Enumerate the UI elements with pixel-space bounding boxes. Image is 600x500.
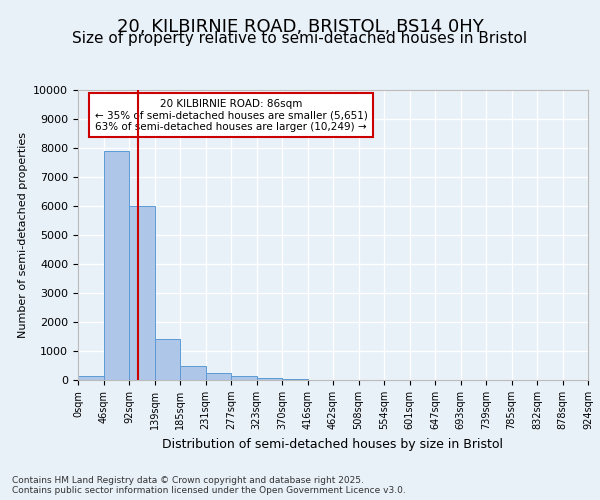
Y-axis label: Number of semi-detached properties: Number of semi-detached properties	[18, 132, 28, 338]
Bar	[104, 151, 129, 380]
Text: Contains HM Land Registry data © Crown copyright and database right 2025.
Contai: Contains HM Land Registry data © Crown c…	[12, 476, 406, 495]
Bar	[78, 376, 104, 380]
Bar	[155, 340, 180, 380]
Bar	[205, 374, 231, 380]
Text: 20 KILBIRNIE ROAD: 86sqm
← 35% of semi-detached houses are smaller (5,651)
63% o: 20 KILBIRNIE ROAD: 86sqm ← 35% of semi-d…	[95, 98, 367, 132]
Bar	[231, 376, 257, 380]
Bar	[180, 366, 205, 380]
Bar	[282, 379, 308, 380]
X-axis label: Distribution of semi-detached houses by size in Bristol: Distribution of semi-detached houses by …	[163, 438, 503, 450]
Bar	[257, 378, 282, 380]
Text: Size of property relative to semi-detached houses in Bristol: Size of property relative to semi-detach…	[73, 31, 527, 46]
Bar	[129, 206, 155, 380]
Text: 20, KILBIRNIE ROAD, BRISTOL, BS14 0HY: 20, KILBIRNIE ROAD, BRISTOL, BS14 0HY	[116, 18, 484, 36]
